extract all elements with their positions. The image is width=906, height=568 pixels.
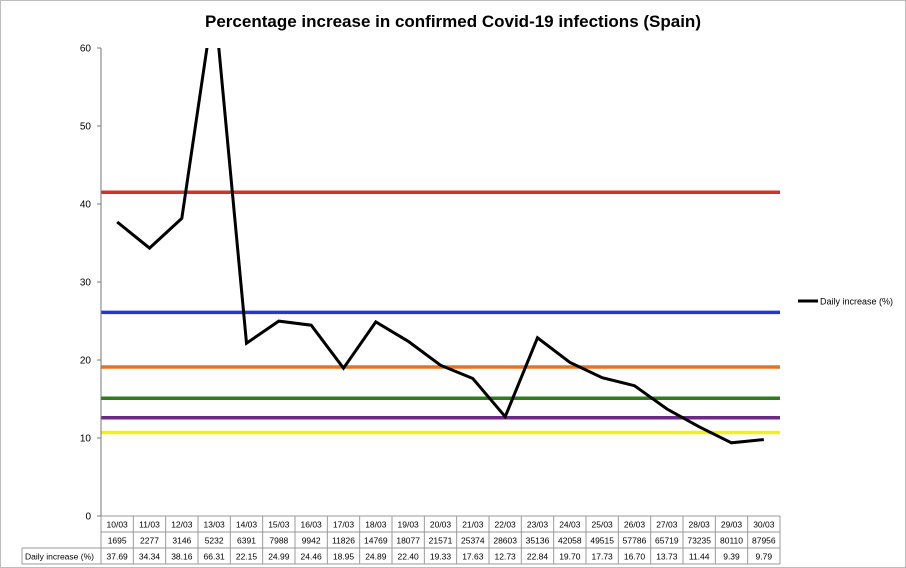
table-cell-cases: 87956 [752,536,776,546]
table-cell-cases: 65719 [655,536,679,546]
table-cell-cases: 14769 [364,536,388,546]
table-cell-cases: 18077 [396,536,420,546]
y-tick-label: 30 [80,278,92,289]
table-cell-date: 28/03 [689,520,711,530]
table-cell-value: 24.99 [268,552,290,562]
table-cell-cases: 73235 [687,536,711,546]
table-cell-date: 29/03 [721,520,743,530]
data-table: Daily increase (%) 10/03 1695 37.69 11/03 227… [21,515,781,565]
table-cell-cases: 11826 [332,536,355,546]
table-cell-date: 27/03 [656,520,678,530]
chart-title: Percentage increase in confirmed Covid-1… [205,12,701,31]
table-cell-cases: 57786 [623,536,647,546]
table-cell-cases: 2277 [140,536,159,546]
table-series-label: Daily increase (%) [25,552,94,562]
table-cell-value: 22.40 [398,552,420,562]
table-cell-date: 13/03 [204,520,226,530]
table-cell-date: 20/03 [430,520,452,530]
table-cell-value: 34.34 [139,552,161,562]
table-cell-cases: 25374 [461,536,485,546]
table-cell-cases: 42058 [558,536,582,546]
table-cell-date: 15/03 [268,520,290,530]
table-cell-value: 22.15 [236,552,258,562]
table-cell-value: 18.95 [333,552,355,562]
table-cell-date: 12/03 [171,520,193,530]
y-tick-label: 20 [80,356,92,367]
table-cell-value: 24.89 [365,552,387,562]
table-cell-value: 11.44 [689,552,710,562]
table-cell-value: 19.33 [430,552,452,562]
table-cell-value: 22.84 [527,552,549,562]
table-cell-date: 21/03 [462,520,484,530]
table-cell-date: 24/03 [559,520,581,530]
reference-lines [101,190,780,435]
series-line-1 [116,48,764,445]
table-cell-value: 16.70 [624,552,646,562]
table-cell-value: 13.73 [656,552,678,562]
table-cell-cases: 7988 [269,536,288,546]
legend: Daily increase (%) [798,297,893,307]
table-cell-value: 37.69 [107,552,129,562]
y-tick-label: 10 [80,434,92,445]
table-cell-value: 12.73 [495,552,517,562]
table-cell-date: 17/03 [333,520,355,530]
table-cell-date: 22/03 [495,520,517,530]
table-cell-value: 17.73 [592,552,614,562]
table-cell-date: 23/03 [527,520,549,530]
table-cell-cases: 80110 [720,536,743,546]
table-cell-cases: 1695 [108,536,127,546]
table-cell-cases: 5232 [205,536,224,546]
table-cell-date: 11/03 [139,520,160,530]
table-cell-cases: 9942 [302,536,321,546]
table-cell-cases: 35136 [526,536,550,546]
table-cell-date: 26/03 [624,520,646,530]
table-cell-cases: 3146 [172,536,191,546]
table-cell-value: 24.46 [301,552,323,562]
y-tick-label: 40 [80,200,92,211]
table-cell-value: 66.31 [204,552,226,562]
table-cell-date: 16/03 [301,520,323,530]
series-lines [116,48,764,445]
y-tick-label: 50 [80,122,92,133]
table-cell-cases: 49515 [590,536,614,546]
table-cell-value: 19.70 [559,552,581,562]
table-cell-cases: 6391 [237,536,256,546]
y-axis: 0 10 20 30 40 50 60 [80,44,102,523]
table-cell-value: 38.16 [171,552,193,562]
table-cell-date: 18/03 [365,520,387,530]
table-cell-value: 9.39 [723,552,740,562]
table-cell-value: 9.79 [756,552,773,562]
legend-label: Daily increase (%) [820,297,893,307]
y-tick-label: 60 [80,44,92,55]
y-tick-label: 0 [85,512,91,523]
table-cell-date: 19/03 [398,520,420,530]
table-cell-date: 30/03 [753,520,775,530]
table-cell-cases: 21571 [429,536,453,546]
table-cell-date: 25/03 [592,520,614,530]
table-cell-value: 17.63 [462,552,484,562]
table-cell-date: 14/03 [236,520,258,530]
table-cell-date: 10/03 [107,520,129,530]
table-cell-cases: 28603 [493,536,517,546]
